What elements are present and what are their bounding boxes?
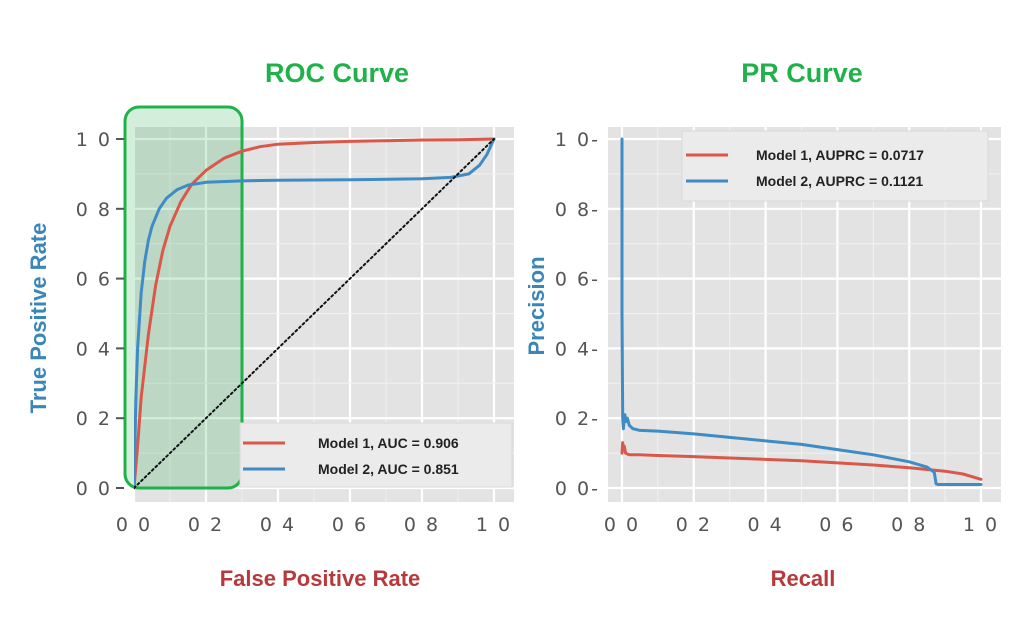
roc-x-tick-label: 0 0	[116, 514, 152, 536]
pr-y-tick-label: 0 6-	[555, 269, 600, 291]
roc-tick-labels: 0 0 0 2 0 4 0 6 0 8 1 0 0 0 0 2 0 4 0 6 0 8 1 0	[76, 129, 512, 536]
pr-x-tick-label: 0 2	[676, 514, 712, 536]
pr-x-tick-label: 0 6	[819, 514, 855, 536]
roc-y-tick-label: 0 8	[76, 199, 112, 221]
roc-legend: Model 1, AUC = 0.906 Model 2, AUC = 0.851	[239, 422, 513, 488]
roc-y-tick-label: 1 0	[76, 129, 112, 151]
pr-x-tick-label: 0 0	[604, 514, 640, 536]
pr-panel: 0 0 0 2 0 4 0 6 0 8 1 0 0 0- 0 2- 0 4- 0 6- 0 8- 1 …	[524, 58, 1001, 591]
pr-x-tick-label: 0 4	[747, 514, 783, 536]
pr-legend-label-model-2: Model 2, AUPRC = 0.1121	[756, 173, 923, 189]
roc-y-tick-label: 0 2	[76, 408, 112, 430]
roc-x-tick-label: 0 4	[260, 514, 296, 536]
pr-y-tick-label: 0 8-	[555, 199, 600, 221]
roc-highlight-rect	[123, 105, 244, 490]
roc-y-tick-label: 0 0	[76, 478, 112, 500]
pr-x-tick-label: 0 8	[891, 514, 927, 536]
roc-x-tick-label: 0 2	[188, 514, 224, 536]
pr-tick-labels: 0 0 0 2 0 4 0 6 0 8 1 0 0 0- 0 2- 0 4- 0 6- 0 8- 1 …	[555, 129, 999, 536]
roc-panel: 0 0 0 2 0 4 0 6 0 8 1 0 0 0 0 2 0 4 0 6 0 8 1 0 Mod…	[26, 58, 514, 591]
pr-legend-box	[681, 130, 989, 202]
pr-y-tick-label: 0 4-	[555, 338, 600, 360]
roc-y-tick-label: 0 4	[76, 338, 112, 360]
roc-baseline-line	[134, 138, 495, 489]
roc-x-tick-label: 0 8	[404, 514, 440, 536]
pr-chart-title: PR Curve	[741, 58, 863, 88]
pr-y-tick-label: 0 0-	[555, 478, 600, 500]
pr-series-line-model-1	[620, 441, 983, 481]
roc-series-lines	[134, 137, 496, 490]
pr-y-tick-label: 1 0-	[555, 129, 600, 151]
roc-chart-title: ROC Curve	[265, 58, 409, 88]
roc-highlight-box	[123, 105, 244, 490]
roc-x-tick-label: 0 6	[332, 514, 368, 536]
roc-y-axis-label: True Positive Rate	[26, 223, 51, 414]
roc-legend-label-model-2: Model 2, AUC = 0.851	[318, 461, 459, 477]
roc-series-line-model-1	[134, 137, 496, 490]
pr-legend-label-model-1: Model 1, AUPRC = 0.0717	[756, 147, 924, 163]
roc-x-tick-label: 1 0	[476, 514, 512, 536]
pr-y-tick-label: 0 2-	[555, 408, 600, 430]
pr-legend: Model 1, AUPRC = 0.0717 Model 2, AUPRC = …	[681, 130, 989, 202]
roc-legend-box	[239, 422, 513, 488]
pr-x-tick-label: 1 0	[963, 514, 999, 536]
pr-series-line-model-2	[620, 137, 983, 486]
pr-x-axis-label: Recall	[771, 566, 836, 591]
roc-y-tick-label: 0 6	[76, 269, 112, 291]
pr-series-lines	[620, 137, 983, 486]
roc-legend-label-model-1: Model 1, AUC = 0.906	[318, 435, 459, 451]
roc-x-axis-label: False Positive Rate	[220, 566, 421, 591]
pr-y-axis-label: Precision	[524, 256, 549, 355]
roc-series-line-model-2	[134, 137, 496, 490]
